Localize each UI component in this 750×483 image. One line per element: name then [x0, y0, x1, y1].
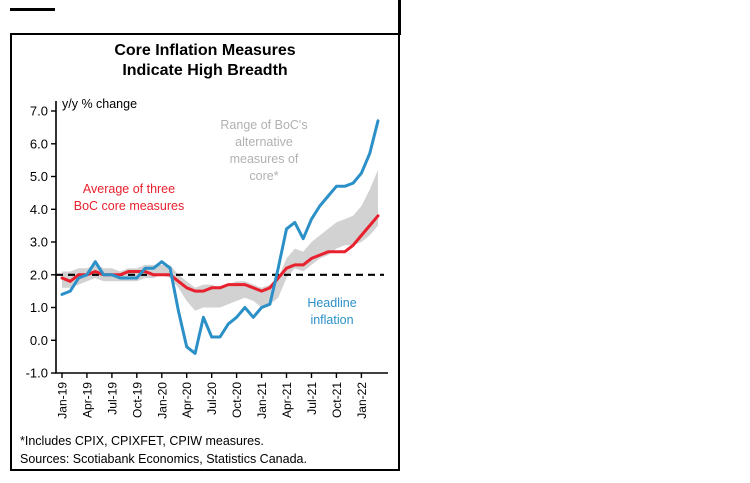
core-annotation: Average of three BoC core measures: [73, 182, 185, 213]
y-tick-label: 6.0: [30, 136, 48, 151]
headline-annotation: Headline inflation: [307, 296, 357, 327]
y-tick-label: 4.0: [30, 202, 48, 217]
x-tick-label: Oct-20: [230, 382, 244, 418]
footnote-sources: Sources: Scotiabank Economics, Statistic…: [20, 452, 307, 466]
footnotes: *Includes CPIX, CPIXFET, CPIW measures. …: [20, 432, 307, 468]
frame-right-line: [398, 0, 401, 35]
x-tick-label: Jan-20: [155, 382, 169, 419]
y-tick-label: -1.0: [26, 366, 48, 381]
units-label: y/y % change: [62, 97, 138, 111]
range-annotation: Range of BoC's alternative measures of c…: [220, 118, 308, 183]
x-tick-label: Jan-22: [355, 382, 369, 419]
y-tick-label: 1.0: [30, 300, 48, 315]
y-tick-label: 2.0: [30, 267, 48, 282]
frame-top-dash: [10, 8, 55, 11]
x-tick-label: Oct-21: [330, 382, 344, 418]
y-tick-label: 7.0: [30, 104, 48, 119]
chart-title: Core Inflation Measures Indicate High Br…: [114, 42, 296, 79]
x-tick-label: Jan-19: [56, 382, 70, 419]
x-tick-label: Jan-21: [255, 382, 269, 419]
y-tick-label: 3.0: [30, 235, 48, 250]
y-tick-label: 0.0: [30, 333, 48, 348]
x-tick-label: Apr-19: [80, 382, 94, 418]
x-tick-label: Jul-21: [305, 382, 319, 415]
x-tick-label: Oct-19: [130, 382, 144, 418]
chart-svg: -1.0 0.0 1.0 2.0 3.0 4.0 5.0 6.0 7.0 Jan-19 Apr-19…: [26, 101, 388, 419]
series-line: [60, 119, 380, 355]
x-tick-label: Apr-21: [280, 382, 294, 418]
x-tick-label: Jul-19: [105, 382, 119, 415]
y-tick-label: 5.0: [30, 169, 48, 184]
x-tick-label: Apr-20: [180, 382, 194, 418]
chart-panel: -1.0 0.0 1.0 2.0 3.0 4.0 5.0 6.0 7.0 Jan-19 Apr-19…: [10, 33, 400, 471]
footnote-includes: *Includes CPIX, CPIXFET, CPIW measures.: [20, 434, 264, 448]
x-tick-label: Jul-20: [205, 382, 219, 415]
